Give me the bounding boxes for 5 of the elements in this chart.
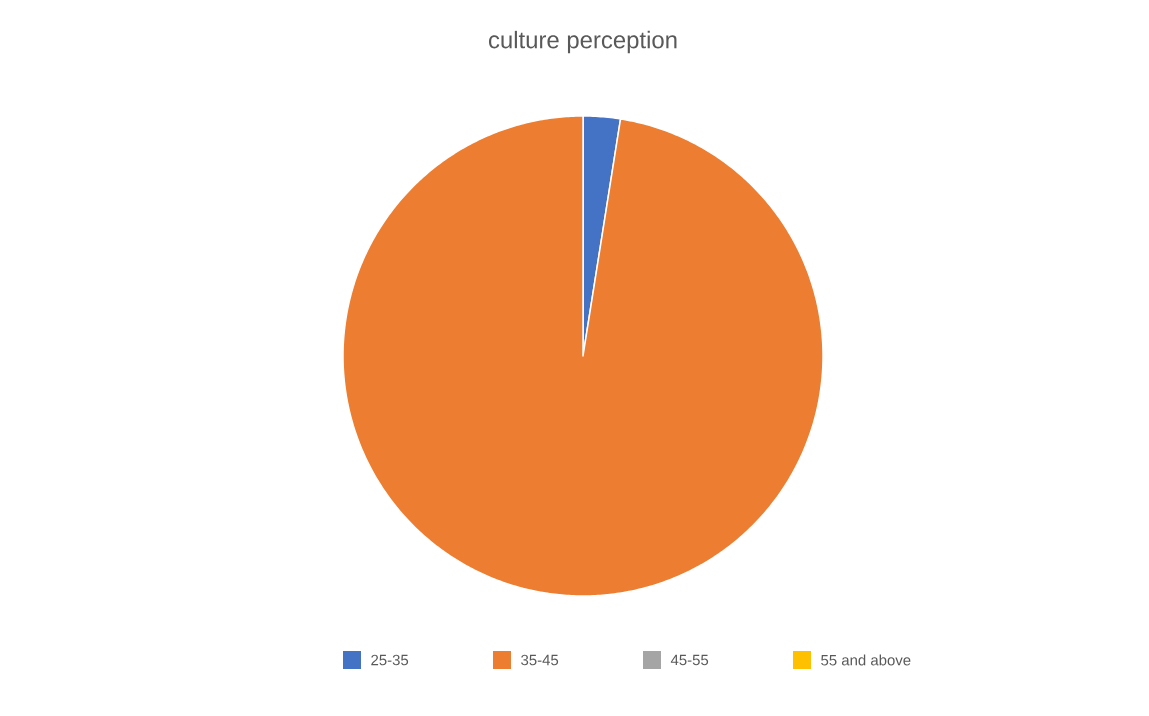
chart-title: culture perception (488, 30, 677, 54)
legend-label: 35-45 (521, 654, 559, 666)
legend-label: 55 and above (821, 654, 911, 666)
legend-label: 45-55 (670, 654, 709, 666)
legend-label: 25-35 (371, 654, 409, 666)
